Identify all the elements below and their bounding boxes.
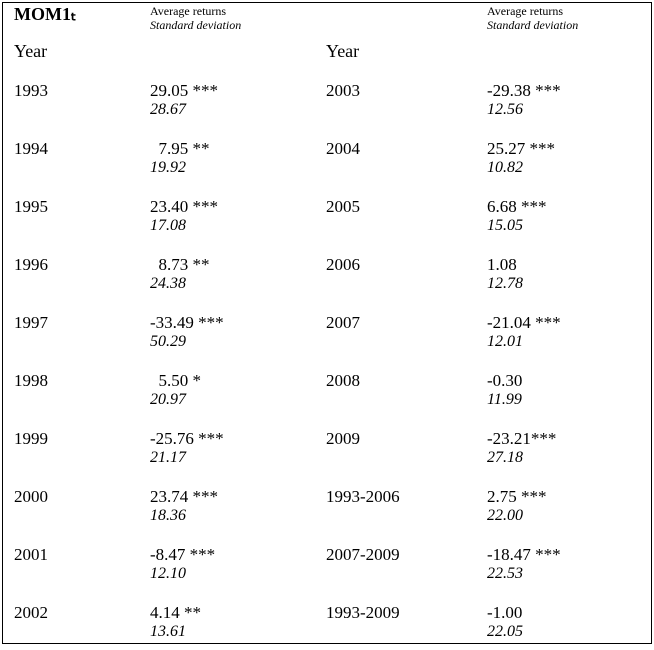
year-left: 2000 — [14, 487, 48, 506]
std-dev-right: 12.78 — [487, 275, 523, 292]
std-dev-left: 18.36 — [150, 507, 186, 524]
std-dev-left: 28.67 — [150, 101, 186, 118]
std-dev-left: 19.92 — [150, 159, 186, 176]
year-right: 1993-2009 — [326, 603, 400, 622]
avg-return-right: -29.38 *** — [487, 81, 561, 100]
right-avg-returns-label: Average returns — [487, 4, 564, 18]
std-dev-left: 12.10 — [150, 565, 186, 582]
std-dev-left: 20.97 — [150, 391, 186, 408]
year-left: 1997 — [14, 313, 48, 332]
year-left: 1998 — [14, 371, 48, 390]
year-left: 1996 — [14, 255, 48, 274]
std-dev-right: 22.53 — [487, 565, 523, 582]
std-dev-left: 13.61 — [150, 623, 186, 640]
avg-return-right: 6.68 *** — [487, 197, 547, 216]
std-dev-right: 12.01 — [487, 333, 523, 350]
avg-return-right: 2.75 *** — [487, 487, 547, 506]
year-right: 1993-2006 — [326, 487, 400, 506]
std-dev-right: 10.82 — [487, 159, 523, 176]
avg-return-left: 8.73 ** — [150, 255, 210, 274]
std-dev-right: 27.18 — [487, 449, 523, 466]
avg-return-left: -25.76 *** — [150, 429, 224, 448]
std-dev-right: 12.56 — [487, 101, 523, 118]
avg-return-left: 5.50 * — [150, 371, 202, 390]
std-dev-left: 21.17 — [150, 449, 186, 466]
right-std-dev-label: Standard deviation — [487, 18, 579, 32]
std-dev-left: 24.38 — [150, 275, 186, 292]
year-right: 2005 — [326, 197, 360, 216]
avg-return-left: 23.40 *** — [150, 197, 218, 216]
table-title: MOM1ₜ — [14, 4, 77, 24]
year-left: 2002 — [14, 603, 48, 622]
year-right: 2009 — [326, 429, 360, 448]
year-right: 2008 — [326, 371, 360, 390]
std-dev-right: 22.05 — [487, 623, 523, 640]
year-left: 2001 — [14, 545, 48, 564]
year-right: 2007 — [326, 313, 360, 332]
avg-return-right: -23.21*** — [487, 429, 557, 448]
avg-return-left: -33.49 *** — [150, 313, 224, 332]
left-avg-returns-label: Average returns — [150, 4, 227, 18]
year-left: 1994 — [14, 139, 48, 158]
avg-return-right: -18.47 *** — [487, 545, 561, 564]
std-dev-right: 22.00 — [487, 507, 523, 524]
year-left: 1993 — [14, 81, 48, 100]
left-column-header: Average returns Standard deviation — [150, 4, 241, 32]
avg-return-left: -8.47 *** — [150, 545, 216, 564]
avg-return-right: -1.00 — [487, 603, 523, 622]
avg-return-right: 1.08 — [487, 255, 517, 274]
avg-return-left: 29.05 *** — [150, 81, 218, 100]
year-right: 2006 — [326, 255, 360, 274]
std-dev-right: 11.99 — [487, 391, 522, 408]
year-left: 1995 — [14, 197, 48, 216]
avg-return-right: 25.27 *** — [487, 139, 555, 158]
year-right: 2003 — [326, 81, 360, 100]
avg-return-left: 4.14 ** — [150, 603, 201, 622]
right-column-header: Average returns Standard deviation — [487, 4, 578, 32]
year-right: 2004 — [326, 139, 360, 158]
year-left: 1999 — [14, 429, 48, 448]
avg-return-right: -0.30 — [487, 371, 523, 390]
avg-return-left: 7.95 ** — [150, 139, 210, 158]
std-dev-right: 15.05 — [487, 217, 523, 234]
std-dev-left: 17.08 — [150, 217, 186, 234]
left-std-dev-label: Standard deviation — [150, 18, 242, 32]
avg-return-left: 23.74 *** — [150, 487, 218, 506]
avg-return-right: -21.04 *** — [487, 313, 561, 332]
std-dev-left: 50.29 — [150, 333, 186, 350]
right-year-header: Year — [326, 41, 360, 61]
left-year-header: Year — [14, 41, 48, 61]
year-right: 2007-2009 — [326, 545, 400, 564]
